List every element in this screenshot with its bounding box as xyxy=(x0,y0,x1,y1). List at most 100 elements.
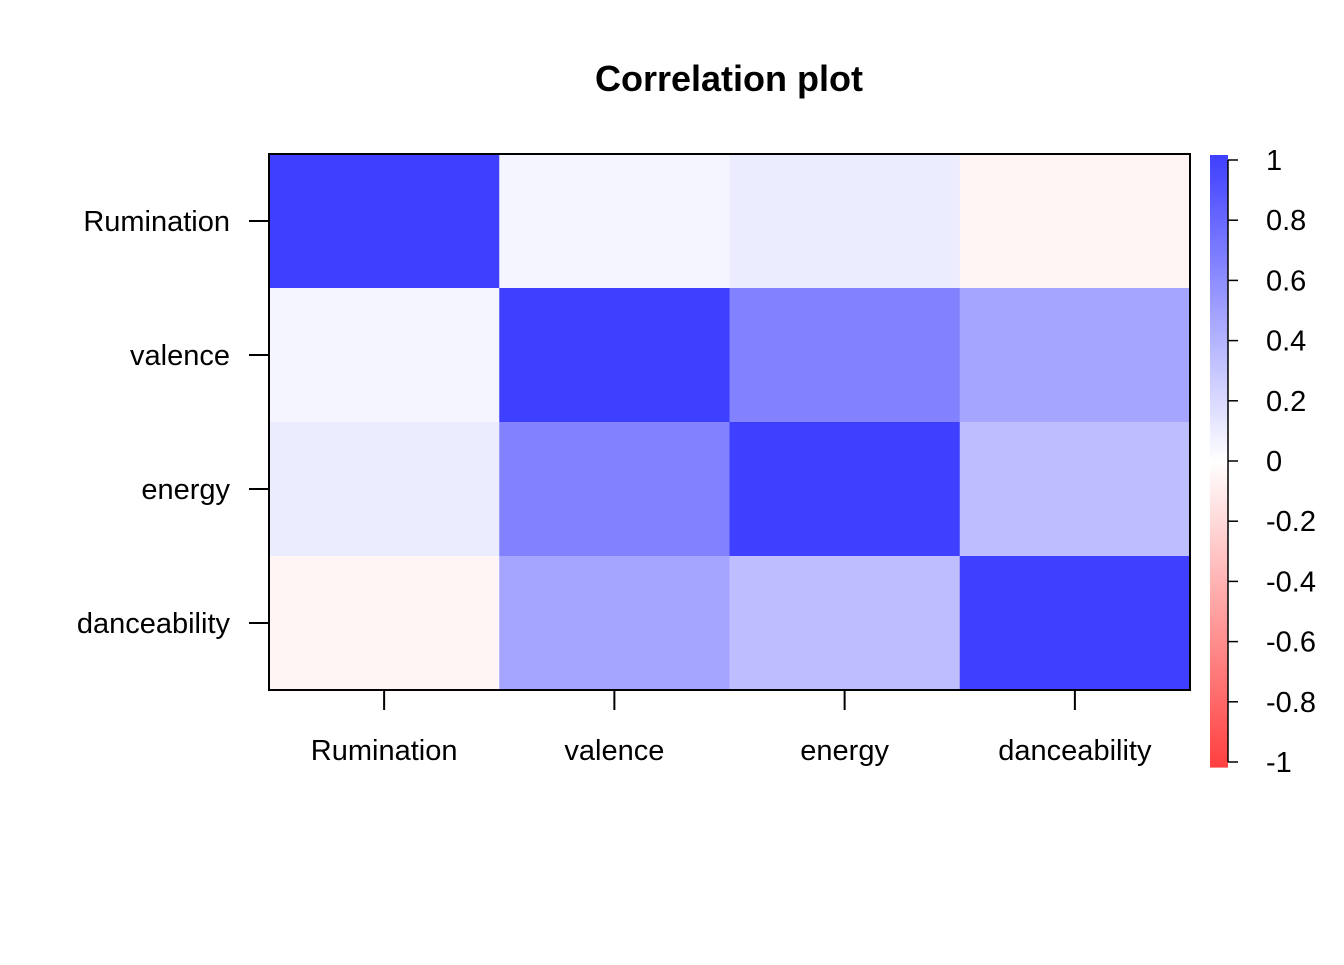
heatmap-cell-valence-energy xyxy=(729,288,961,423)
legend-color-segment xyxy=(1210,219,1228,223)
legend-color-segment xyxy=(1210,571,1228,575)
legend-color-segment xyxy=(1210,482,1228,487)
legend-color-segment xyxy=(1210,757,1228,762)
legend-color-segment xyxy=(1210,240,1228,245)
legend-color-segment xyxy=(1210,714,1228,719)
legend-color-segment xyxy=(1210,335,1228,340)
legend-color-segment xyxy=(1210,372,1228,376)
legend-color-segment xyxy=(1210,289,1228,294)
legend-color-segment xyxy=(1210,693,1228,698)
legend-color-segment xyxy=(1210,607,1228,612)
legend-color-segment xyxy=(1210,488,1228,493)
x-tick-label-danceability: danceability xyxy=(998,735,1152,767)
legend-color-segment xyxy=(1210,675,1228,679)
legend-color-segment xyxy=(1210,687,1228,692)
legend-color-segment xyxy=(1210,739,1228,744)
legend-color-segment xyxy=(1210,494,1228,499)
legend-color-segment xyxy=(1210,280,1228,285)
legend-color-segment xyxy=(1210,748,1228,753)
legend-color-segment xyxy=(1210,754,1228,759)
legend-color-segment xyxy=(1210,718,1228,722)
legend-color-segment xyxy=(1210,552,1228,557)
legend-color-segment xyxy=(1210,568,1228,572)
legend-color-segment xyxy=(1210,381,1228,386)
x-tick-label-valence: valence xyxy=(564,735,664,767)
legend-color-segment xyxy=(1210,304,1228,309)
legend-color-segment xyxy=(1210,375,1228,379)
legend-color-segment xyxy=(1210,412,1228,416)
legend-tick-label: 1 xyxy=(1266,145,1282,177)
legend-color-segment xyxy=(1210,537,1228,542)
legend-color-segment xyxy=(1210,252,1228,257)
legend-color-segment xyxy=(1210,445,1228,450)
legend-color-segment xyxy=(1210,543,1228,548)
legend-color-segment xyxy=(1210,476,1228,480)
legend-color-segment xyxy=(1210,213,1228,217)
legend-color-segment xyxy=(1210,286,1228,291)
legend-color-segment xyxy=(1210,531,1228,536)
legend-color-segment xyxy=(1210,167,1228,171)
legend-color-segment xyxy=(1210,194,1228,199)
legend-color-segment xyxy=(1210,185,1228,190)
legend-color-segment xyxy=(1210,203,1228,208)
legend-color-segment xyxy=(1210,408,1228,413)
x-tick-label-energy: energy xyxy=(800,735,889,767)
legend-color-segment xyxy=(1210,595,1228,600)
legend-color-segment xyxy=(1210,326,1228,331)
legend-color-segment xyxy=(1210,457,1228,462)
heatmap-cell-valence-rumination xyxy=(269,288,500,423)
legend-color-segment xyxy=(1210,415,1228,419)
legend-color-segment xyxy=(1210,418,1228,422)
legend-color-segment xyxy=(1210,610,1228,615)
legend-color-segment xyxy=(1210,347,1228,352)
legend-color-segment xyxy=(1210,451,1228,456)
legend-color-segment xyxy=(1210,421,1228,425)
legend-color-segment xyxy=(1210,528,1228,532)
legend-color-segment xyxy=(1210,393,1228,398)
legend-color-segment xyxy=(1210,592,1228,597)
heatmap-cell-danceability-valence xyxy=(499,556,730,691)
legend-color-segment xyxy=(1210,448,1228,453)
legend-color-segment xyxy=(1210,485,1228,490)
legend-color-segment xyxy=(1210,690,1228,695)
legend-color-segment xyxy=(1210,705,1228,710)
y-tick-label-energy: energy xyxy=(141,474,230,506)
legend-color-segment xyxy=(1210,733,1228,737)
legend-color-segment xyxy=(1210,430,1228,435)
legend-color-segment xyxy=(1210,653,1228,658)
heatmap-cell-danceability-energy xyxy=(729,556,961,691)
legend-color-segment xyxy=(1210,721,1228,725)
legend-color-segment xyxy=(1210,519,1228,523)
legend-color-segment xyxy=(1210,329,1228,334)
legend-color-segment xyxy=(1210,249,1228,254)
legend-color-segment xyxy=(1210,442,1228,447)
legend-color-segment xyxy=(1210,516,1228,520)
heatmap-cell-energy-valence xyxy=(499,422,730,557)
legend-color-segment xyxy=(1210,363,1228,367)
legend-color-segment xyxy=(1210,684,1228,689)
legend-color-segment xyxy=(1210,317,1228,321)
legend-color-segment xyxy=(1210,479,1228,484)
legend-tick-label: 0.6 xyxy=(1266,265,1306,297)
legend-color-segment xyxy=(1210,724,1228,728)
legend-color-segment xyxy=(1210,546,1228,551)
legend-color-segment xyxy=(1210,259,1228,263)
legend-color-segment xyxy=(1210,580,1228,584)
legend-color-segment xyxy=(1210,574,1228,578)
legend-color-segment xyxy=(1210,751,1228,756)
legend-color-segment xyxy=(1210,522,1228,526)
legend-tick-label: -0.6 xyxy=(1266,627,1316,659)
legend-color-segment xyxy=(1210,436,1228,441)
legend-tick-label: -0.8 xyxy=(1266,687,1316,719)
legend-color-segment xyxy=(1210,179,1228,184)
legend-color-segment xyxy=(1210,298,1228,303)
legend-color-segment xyxy=(1210,295,1228,300)
legend-color-segment xyxy=(1210,708,1228,713)
legend-color-segment xyxy=(1210,283,1228,288)
heatmap-cell-rumination-danceability xyxy=(959,154,1191,289)
legend-tick-label: 0.2 xyxy=(1266,386,1306,418)
legend-color-segment xyxy=(1210,237,1228,242)
legend-color-segment xyxy=(1210,617,1228,621)
legend-color-segment xyxy=(1210,666,1228,670)
